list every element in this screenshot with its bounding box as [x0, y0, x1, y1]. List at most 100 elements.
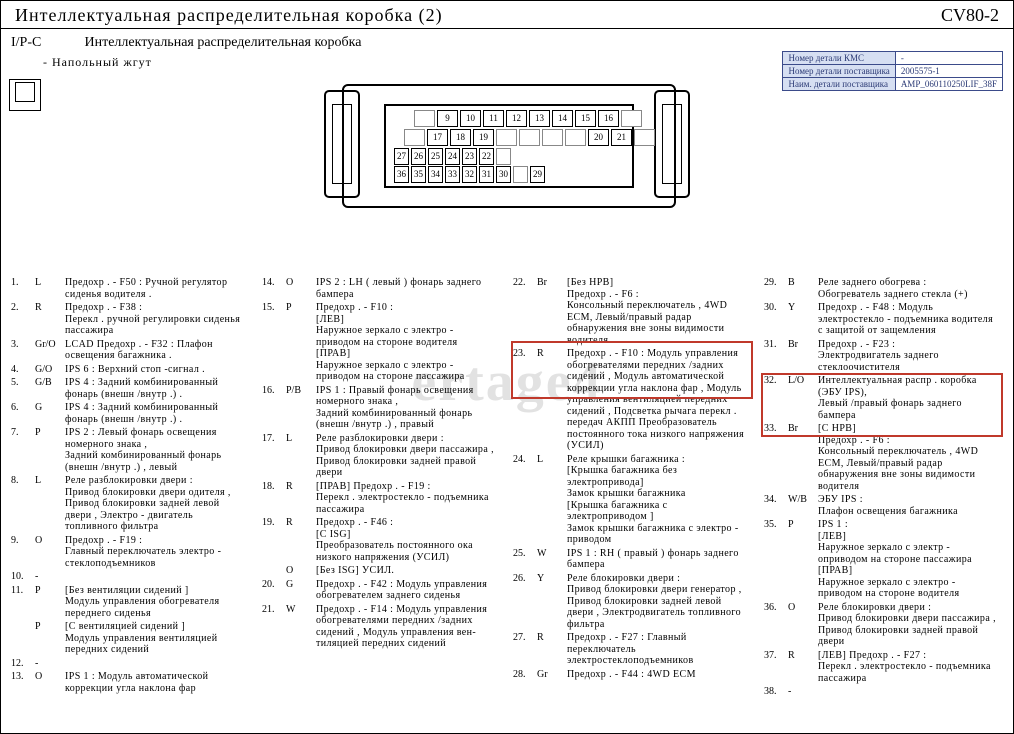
pin-number: 33.: [764, 423, 788, 435]
wire-description: LCAD Предохр . - F32 : Плафон освещения …: [65, 339, 246, 362]
wire-color: Gr/O: [35, 339, 65, 351]
pin-number: 20.: [262, 579, 286, 591]
wire-entry: 27.RПредохр . - F27 : Главный переключат…: [513, 632, 752, 667]
wire-description: Предохр . - F48 : Модуль электростекло -…: [818, 302, 999, 337]
pin-number: 8.: [11, 475, 35, 487]
wire-color: Y: [788, 302, 818, 314]
wire-color: R: [788, 650, 818, 662]
pin-number: 25.: [513, 548, 537, 560]
pin-number: 36.: [764, 602, 788, 614]
wire-color: G/B: [35, 377, 65, 389]
pin: 14: [552, 110, 573, 127]
pin: [496, 129, 517, 146]
wire-color: B: [788, 277, 818, 289]
wire-description: IPS 1 :[ЛЕВ]Наружное зеркало с электр - …: [818, 519, 999, 600]
wire-color: Br: [788, 423, 818, 435]
pin: 22: [479, 148, 494, 165]
pin-number: 15.: [262, 302, 286, 314]
pin: [404, 129, 425, 146]
wire-description: IPS 1 : RH ( правый ) фонарь заднего бам…: [567, 548, 748, 571]
pin: 33: [445, 166, 460, 183]
part-label: Наим. детали поставщика: [783, 78, 895, 91]
wire-description: Реле заднего обогрева :Обогреватель задн…: [818, 277, 999, 300]
pin: 20: [588, 129, 609, 146]
wire-entry: 36.OРеле блокировки двери :Привод блокир…: [764, 602, 1003, 648]
wire-description: [С HPB]Предохр . - F6 :Консольный перекл…: [818, 423, 999, 492]
pin: 9: [437, 110, 458, 127]
wire-entry: 37.R[ЛЕВ] Предохр . - F27 :Перекл . элек…: [764, 650, 1003, 685]
pin: 21: [611, 129, 632, 146]
wire-entry: 31.BrПредохр . - F23 :Электродвигатель з…: [764, 339, 1003, 374]
wire-entry: 7.PIPS 2 : Левый фонарь освещения номерн…: [11, 427, 250, 473]
pin: 31: [479, 166, 494, 183]
wire-description: [ЛЕВ] Предохр . - F27 :Перекл . электрос…: [818, 650, 999, 685]
pin-number: 32.: [764, 375, 788, 387]
wire-list: 1.LПредохр . - F50 : Ручной регулятор си…: [11, 277, 1003, 725]
pin: 23: [462, 148, 477, 165]
wire-description: Предохр . - F10 : Модуль управления обог…: [567, 348, 748, 452]
wire-color: G: [35, 402, 65, 414]
wire-entry: 6.GIPS 4 : Задний комбинированный фонарь…: [11, 402, 250, 425]
wire-entry: 10.-: [11, 571, 250, 583]
wire-color: W: [286, 604, 316, 616]
wire-color: R: [35, 302, 65, 314]
wire-color: L: [286, 433, 316, 445]
wire-entry: 18.R[ПРАВ] Предохр . - F19 :Перекл . эле…: [262, 481, 501, 516]
wire-color: P: [35, 621, 65, 633]
connector-name: Интеллектуальная распределительная короб…: [85, 35, 362, 50]
wire-entry: 22.Br[Без HPB]Предохр . - F6 :Консольный…: [513, 277, 752, 346]
wire-description: IPS 1 : Модуль автоматической коррекции …: [65, 671, 246, 694]
pin-number: 4.: [11, 364, 35, 376]
wire-entry: 5.G/BIPS 4 : Задний комбинированный фона…: [11, 377, 250, 400]
wire-entry: 2.RПредохр . - F38 :Перекл . ручной регу…: [11, 302, 250, 337]
pin-number: 26.: [513, 573, 537, 585]
pin: [519, 129, 540, 146]
wire-color: L: [35, 277, 65, 289]
wire-color: R: [286, 481, 316, 493]
wire-description: Предохр . - F50 : Ручной регулятор сиден…: [65, 277, 246, 300]
wire-color: O: [35, 671, 65, 683]
wire-color: O: [286, 565, 316, 577]
wire-entry: O[Без ISG] УСИЛ.: [262, 565, 501, 577]
wire-description: Предохр . - F44 : 4WD ECM: [567, 669, 748, 681]
wire-description: [Без ISG] УСИЛ.: [316, 565, 497, 577]
wire-description: Предохр . - F10 :[ЛЕВ]Наружное зеркало с…: [316, 302, 497, 383]
part-label: Номер детали поставщика: [783, 65, 895, 78]
pin-number: 34.: [764, 494, 788, 506]
wire-description: Реле блокировки двери :Привод блокировки…: [567, 573, 748, 631]
wire-description: IPS 4 : Задний комбинированный фонарь (в…: [65, 402, 246, 425]
pin-number: 6.: [11, 402, 35, 414]
wire-entry: 17.LРеле разблокировки двери :Привод бло…: [262, 433, 501, 479]
wire-description: Предохр . - F46 :[С ISG]Преобразователь …: [316, 517, 497, 563]
pin: 29: [530, 166, 545, 183]
wire-description: Интеллектуальная распр . коробка (ЭБУ IP…: [818, 375, 999, 421]
pin-number: 37.: [764, 650, 788, 662]
wire-entry: 1.LПредохр . - F50 : Ручной регулятор си…: [11, 277, 250, 300]
wire-entry: 32.L/OИнтеллектуальная распр . коробка (…: [764, 375, 1003, 421]
pin: 13: [529, 110, 550, 127]
wire-entry: 20.GПредохр . - F42 : Модуль управления …: [262, 579, 501, 602]
wire-color: P: [788, 519, 818, 531]
wire-color: G: [286, 579, 316, 591]
pin-number: 5.: [11, 377, 35, 389]
wire-color: G/O: [35, 364, 65, 376]
wire-description: ЭБУ IPS :Плафон освещения багажника: [818, 494, 999, 517]
wire-description: IPS 2 : Левый фонарь освещения номерного…: [65, 427, 246, 473]
pin-number: 31.: [764, 339, 788, 351]
wire-description: Реле блокировки двери :Привод блокировки…: [818, 602, 999, 648]
wire-description: Реле разблокировки двери :Привод блокиро…: [65, 475, 246, 533]
pin-number: 30.: [764, 302, 788, 314]
wire-color: P: [286, 302, 316, 314]
wire-description: Предохр . - F23 :Электродвигатель заднег…: [818, 339, 999, 374]
wire-description: IPS 1 : Правый фонарь освещения номерног…: [316, 385, 497, 431]
wire-description: Предохр . - F38 :Перекл . ручной регулир…: [65, 302, 246, 337]
wire-description: Предохр . - F27 : Главный переключатель …: [567, 632, 748, 667]
wire-entry: 13.OIPS 1 : Модуль автоматической коррек…: [11, 671, 250, 694]
wire-description: [ПРАВ] Предохр . - F19 :Перекл . электро…: [316, 481, 497, 516]
wire-entry: 21.WПредохр . - F14 : Модуль управления …: [262, 604, 501, 650]
part-label: Номер детали КМС: [783, 52, 895, 65]
pin: 17: [427, 129, 448, 146]
pin-number: 18.: [262, 481, 286, 493]
pin-number: 13.: [11, 671, 35, 683]
pin-number: 3.: [11, 339, 35, 351]
